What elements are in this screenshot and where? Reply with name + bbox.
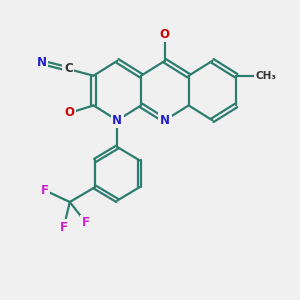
Text: F: F (60, 221, 68, 234)
Text: F: F (40, 184, 49, 196)
Text: O: O (160, 28, 170, 40)
Text: N: N (37, 56, 46, 69)
Text: F: F (82, 216, 90, 229)
Text: N: N (160, 114, 170, 127)
Text: C: C (64, 62, 73, 75)
Text: O: O (65, 106, 75, 119)
Text: N: N (112, 114, 122, 127)
Text: CH₃: CH₃ (255, 71, 276, 81)
